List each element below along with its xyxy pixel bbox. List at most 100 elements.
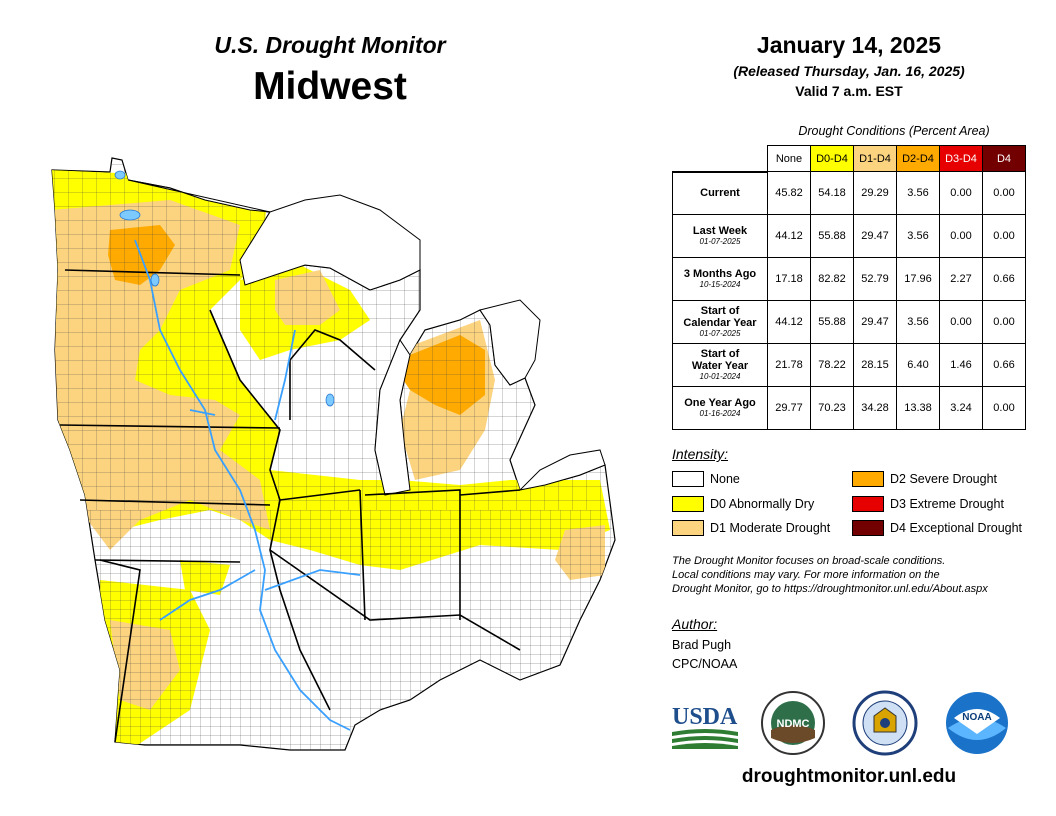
legend-swatch xyxy=(672,471,704,487)
note-line: Drought Monitor, go to https://droughtmo… xyxy=(672,583,988,595)
legend-label: D1 Moderate Drought xyxy=(710,521,831,535)
header-right: January 14, 2025 (Released Thursday, Jan… xyxy=(668,32,1030,99)
table-cell: 29.29 xyxy=(853,171,897,215)
table-cell: 44.12 xyxy=(767,300,811,344)
row-label: One Year Ago 01-16-2024 xyxy=(672,386,768,430)
table-caption: Drought Conditions (Percent Area) xyxy=(798,124,990,138)
row-label: Last Week 01-07-2025 xyxy=(672,214,768,258)
rivers xyxy=(134,239,361,731)
table-cell: 28.15 xyxy=(853,343,897,387)
table-cell: 52.79 xyxy=(853,257,897,301)
table-cell: 3.56 xyxy=(896,214,940,258)
author-org: CPC/NOAA xyxy=(672,657,738,671)
svg-text:USDA: USDA xyxy=(672,704,738,730)
noaa-logo: NOAA xyxy=(946,692,1008,754)
release-date: (Released Thursday, Jan. 16, 2025) xyxy=(733,63,965,79)
small-lakes xyxy=(114,170,335,407)
svg-text:NDMC: NDMC xyxy=(777,718,810,730)
disclaimer-note: The Drought Monitor focuses on broad-sca… xyxy=(672,554,1042,596)
valid-time: Valid 7 a.m. EST xyxy=(795,83,903,99)
row-label: Start of Water Year 10-01-2024 xyxy=(672,343,768,387)
table-cell: 78.22 xyxy=(810,343,854,387)
svg-text:NOAA: NOAA xyxy=(962,712,991,723)
table-cell: 13.38 xyxy=(896,386,940,430)
table-cell: 0.00 xyxy=(982,386,1026,430)
table-cell: 21.78 xyxy=(767,343,811,387)
author-title: Author: xyxy=(672,616,718,632)
table-cell: 44.12 xyxy=(767,214,811,258)
doc-seal-logo xyxy=(852,690,918,756)
legend-label: D4 Exceptional Drought xyxy=(890,521,1023,535)
product-title: U.S. Drought Monitor xyxy=(214,32,446,58)
table-cell: 1.46 xyxy=(939,343,983,387)
county-grid-south xyxy=(52,510,615,750)
table-row-current: Current 45.82 54.18 29.29 3.56 0.00 0.00 xyxy=(672,171,1026,215)
legend-item-d3: D3 Extreme Drought xyxy=(852,495,1004,513)
table-cell: 17.96 xyxy=(896,257,940,301)
map-date: January 14, 2025 xyxy=(756,32,942,58)
table-cell: 0.00 xyxy=(939,300,983,344)
table-header-row: None D0-D4 D1-D4 D2-D4 D3-D4 D4 xyxy=(672,145,1026,173)
table-cell: 0.66 xyxy=(982,343,1026,387)
col-header-none: None xyxy=(767,145,811,172)
table-cell: 55.88 xyxy=(810,214,854,258)
legend-label: D0 Abnormally Dry xyxy=(710,497,815,511)
legend-item-none: None xyxy=(672,470,740,488)
col-header-d4: D4 xyxy=(982,145,1026,172)
col-header-d1-d4: D1-D4 xyxy=(853,145,897,172)
note-line: Local conditions may vary. For more info… xyxy=(672,569,940,581)
legend-item-d2: D2 Severe Drought xyxy=(852,470,997,488)
header-left: U.S. Drought Monitor Midwest xyxy=(140,28,520,109)
legend-item-d4: D4 Exceptional Drought xyxy=(852,519,1022,537)
lake-superior xyxy=(127,179,421,291)
table-cell: 55.88 xyxy=(810,300,854,344)
legend-label: D2 Severe Drought xyxy=(890,472,998,486)
table-cell: 17.18 xyxy=(767,257,811,301)
legend-swatch xyxy=(672,496,704,512)
lake-huron xyxy=(479,299,541,386)
legend-swatch xyxy=(672,520,704,536)
table-cell: 0.00 xyxy=(939,214,983,258)
table-cell: 45.82 xyxy=(767,171,811,215)
drought-stats-table: None D0-D4 D1-D4 D2-D4 D3-D4 D4 Current … xyxy=(672,145,1026,430)
legend-label: None xyxy=(710,472,740,486)
table-cell: 0.00 xyxy=(939,171,983,215)
table-cell: 70.23 xyxy=(810,386,854,430)
legend-title: Intensity: xyxy=(672,446,729,462)
table-row-start-calendar-year: Start of Calendar Year 01-07-2025 44.12 55… xyxy=(672,300,1026,344)
lake-michigan xyxy=(374,338,411,496)
table-row-3-months-ago: 3 Months Ago 10-15-2024 17.18 82.82 52.79… xyxy=(672,257,1026,301)
row-label: Start of Calendar Year 01-07-2025 xyxy=(672,300,768,344)
table-cell: 0.00 xyxy=(982,214,1026,258)
table-cell: 3.56 xyxy=(896,171,940,215)
row-label: 3 Months Ago 10-15-2024 xyxy=(672,257,768,301)
table-cell: 82.82 xyxy=(810,257,854,301)
region-title: Midwest xyxy=(253,65,407,108)
legend-swatch xyxy=(852,496,884,512)
table-cell: 0.00 xyxy=(982,171,1026,215)
drought-map xyxy=(51,157,616,751)
table-cell: 29.47 xyxy=(853,300,897,344)
table-cell: 29.47 xyxy=(853,214,897,258)
row-label: Current xyxy=(672,171,768,215)
table-row-last-week: Last Week 01-07-2025 44.12 55.88 29.47 3.… xyxy=(672,214,1026,258)
table-cell: 2.27 xyxy=(939,257,983,301)
lake-erie xyxy=(518,449,606,491)
author-name: Brad Pugh xyxy=(672,638,732,652)
usda-logo: USDA xyxy=(672,704,738,749)
table-row-one-year-ago: One Year Ago 01-16-2024 29.77 70.23 34.28… xyxy=(672,386,1026,430)
state-boundaries xyxy=(59,269,521,743)
legend-swatch xyxy=(852,471,884,487)
website-link[interactable]: droughtmonitor.unl.edu xyxy=(741,766,957,787)
table-cell: 3.56 xyxy=(896,300,940,344)
note-line: The Drought Monitor focuses on broad-sca… xyxy=(672,555,946,567)
col-header-d0-d4: D0-D4 xyxy=(810,145,854,172)
table-cell: 54.18 xyxy=(810,171,854,215)
table-cell: 29.77 xyxy=(767,386,811,430)
ndmc-logo: NDMC xyxy=(761,691,825,755)
legend-item-d1: D1 Moderate Drought xyxy=(672,519,830,537)
table-corner xyxy=(672,145,768,173)
table-cell: 6.40 xyxy=(896,343,940,387)
legend-item-d0: D0 Abnormally Dry xyxy=(672,495,814,513)
table-row-start-water-year: Start of Water Year 10-01-2024 21.78 78.22… xyxy=(672,343,1026,387)
